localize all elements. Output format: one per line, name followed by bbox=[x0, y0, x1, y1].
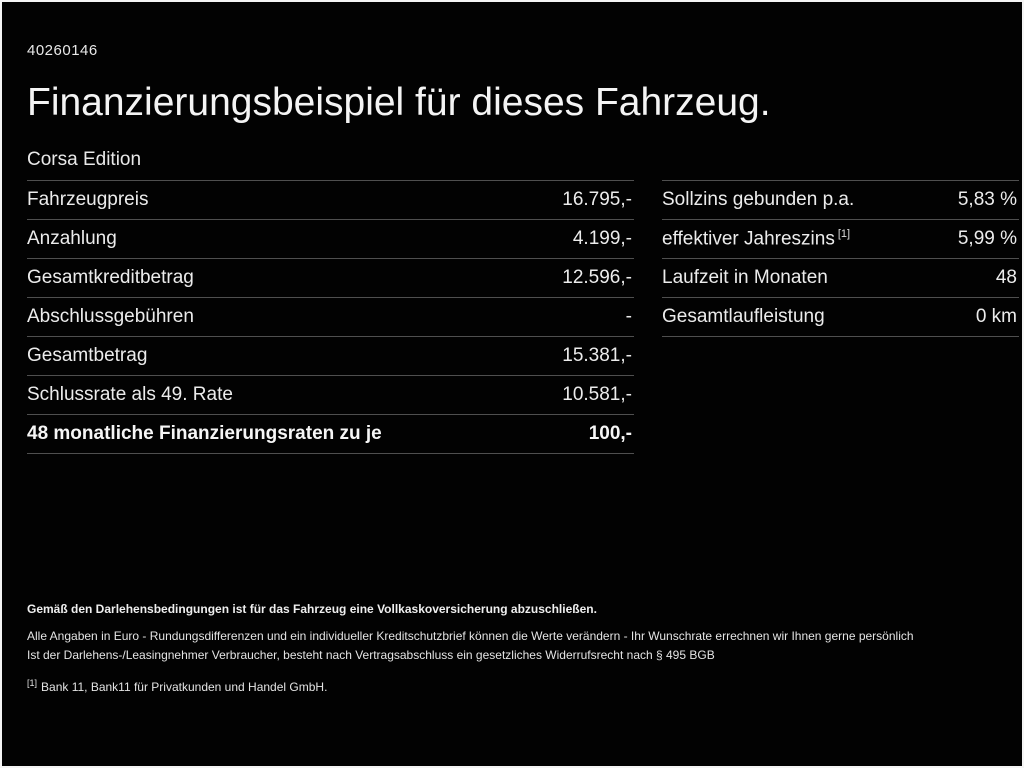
row-label: 48 monatliche Finanzierungsraten zu je bbox=[27, 422, 382, 444]
table-row-monthly-rate: 48 monatliche Finanzierungsraten zu je 1… bbox=[27, 415, 634, 454]
financing-tables: Fahrzeugpreis 16.795,- Anzahlung 4.199,-… bbox=[27, 179, 1019, 454]
table-row: effektiver Jahreszins [1] 5,99 % bbox=[662, 220, 1019, 259]
row-value: 48 bbox=[995, 266, 1017, 288]
row-value: 15.381,- bbox=[562, 344, 632, 366]
footnote-reference: [1] bbox=[837, 227, 851, 240]
row-label: Gesamtkreditbetrag bbox=[27, 266, 194, 288]
row-value: - bbox=[625, 305, 632, 327]
table-row: Abschlussgebühren - bbox=[27, 298, 634, 337]
table-row: Sollzins gebunden p.a. 5,83 % bbox=[662, 181, 1019, 220]
bank-footnote: [1] Bank 11, Bank11 für Privatkunden und … bbox=[27, 678, 997, 694]
row-value: 100,- bbox=[588, 422, 632, 444]
row-label: Gesamtlaufleistung bbox=[662, 305, 825, 327]
row-value: 5,99 % bbox=[957, 227, 1017, 249]
row-label: Abschlussgebühren bbox=[27, 305, 194, 327]
footnote-marker: [1] bbox=[27, 678, 38, 688]
row-label: Anzahlung bbox=[27, 227, 117, 249]
page-title: Finanzierungsbeispiel für dieses Fahrzeu… bbox=[27, 81, 771, 124]
insurance-requirement-note: Gemäß den Darlehensbedingungen ist für d… bbox=[27, 602, 597, 616]
content-area: 40260146 Finanzierungsbeispiel für diese… bbox=[2, 2, 1022, 454]
document-id: 40260146 bbox=[27, 42, 98, 59]
financing-table-left: Fahrzeugpreis 16.795,- Anzahlung 4.199,-… bbox=[27, 179, 634, 454]
row-label: Fahrzeugpreis bbox=[27, 188, 149, 210]
table-row: Gesamtbetrag 15.381,- bbox=[27, 337, 634, 376]
row-value: 12.596,- bbox=[562, 266, 632, 288]
disclaimer-line: Alle Angaben in Euro - Rundungsdifferenz… bbox=[27, 629, 914, 643]
row-label: effektiver Jahreszins [1] bbox=[662, 227, 851, 249]
footnote-text: Bank 11, Bank11 für Privatkunden und Han… bbox=[41, 680, 328, 694]
legal-footer: Gemäß den Darlehensbedingungen ist für d… bbox=[27, 602, 997, 694]
table-row: Laufzeit in Monaten 48 bbox=[662, 259, 1019, 298]
row-value: 10.581,- bbox=[562, 383, 632, 405]
row-label: Laufzeit in Monaten bbox=[662, 266, 828, 288]
row-value: 4.199,- bbox=[572, 227, 632, 249]
vehicle-model-label: Corsa Edition bbox=[27, 148, 142, 170]
row-label: Gesamtbetrag bbox=[27, 344, 148, 366]
financing-table-right: Sollzins gebunden p.a. 5,83 % effektiver… bbox=[662, 179, 1019, 337]
row-label: Schlussrate als 49. Rate bbox=[27, 383, 233, 405]
row-label: Sollzins gebunden p.a. bbox=[662, 188, 855, 210]
table-row: Gesamtkreditbetrag 12.596,- bbox=[27, 259, 634, 298]
table-row: Anzahlung 4.199,- bbox=[27, 220, 634, 259]
row-value: 16.795,- bbox=[562, 188, 632, 210]
table-row: Fahrzeugpreis 16.795,- bbox=[27, 181, 634, 220]
withdrawal-right-line: Ist der Darlehens-/Leasingnehmer Verbrau… bbox=[27, 648, 715, 662]
table-row: Schlussrate als 49. Rate 10.581,- bbox=[27, 376, 634, 415]
table-row: Gesamtlaufleistung 0 km bbox=[662, 298, 1019, 337]
row-value: 5,83 % bbox=[957, 188, 1017, 210]
row-value: 0 km bbox=[975, 305, 1017, 327]
